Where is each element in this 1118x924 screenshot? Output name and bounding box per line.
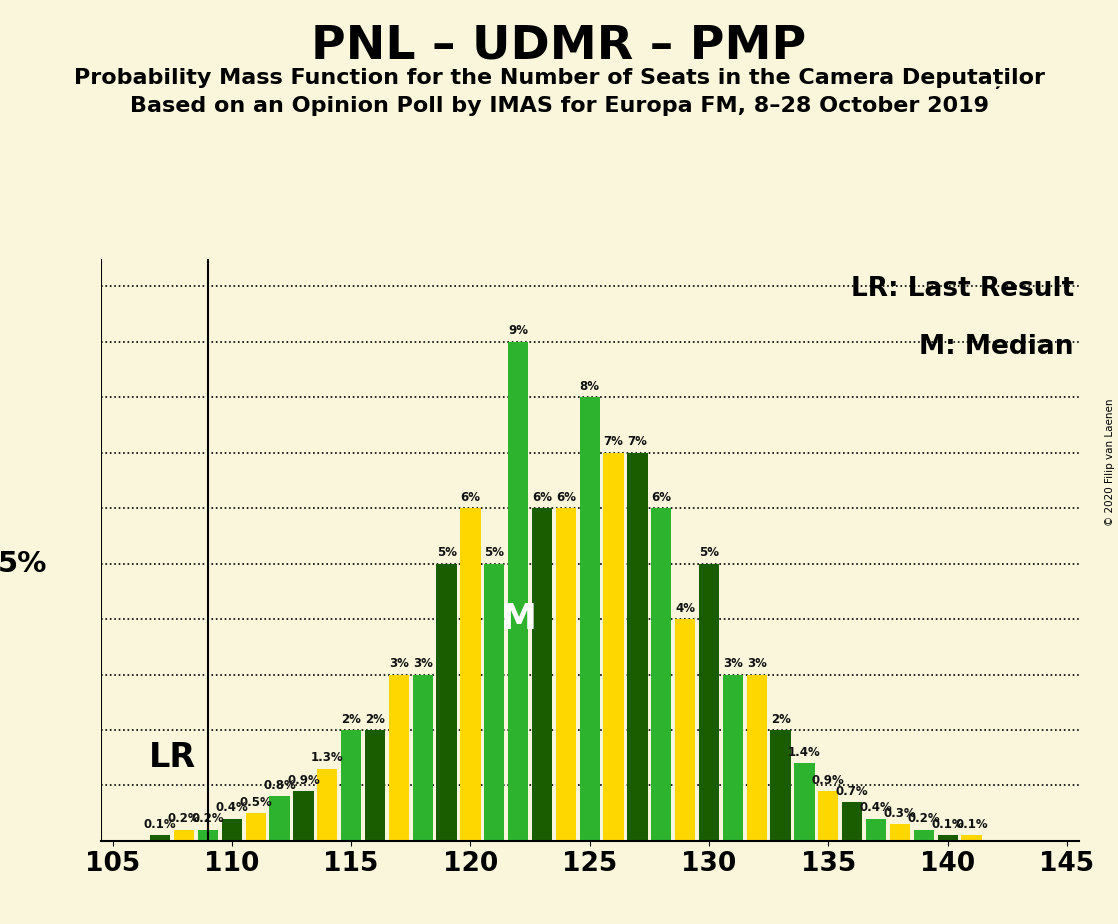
Bar	[532, 508, 552, 841]
Text: M: Median: M: Median	[919, 334, 1074, 360]
Bar	[341, 730, 361, 841]
Text: 0.2%: 0.2%	[191, 812, 225, 825]
Bar	[413, 675, 433, 841]
Text: 7%: 7%	[604, 435, 624, 448]
Bar	[770, 730, 790, 841]
Bar	[818, 791, 838, 841]
Text: 3%: 3%	[413, 657, 433, 670]
Text: 5%: 5%	[0, 550, 47, 578]
Text: 6%: 6%	[532, 491, 552, 504]
Text: 0.4%: 0.4%	[216, 801, 248, 814]
Text: 3%: 3%	[723, 657, 742, 670]
Text: 1.3%: 1.3%	[311, 751, 343, 764]
Text: 2%: 2%	[341, 712, 361, 725]
Text: 0.1%: 0.1%	[955, 818, 988, 831]
Text: 6%: 6%	[461, 491, 481, 504]
Bar	[246, 813, 266, 841]
Text: 4%: 4%	[675, 602, 695, 614]
Text: 0.3%: 0.3%	[883, 807, 917, 820]
Text: 9%: 9%	[509, 324, 528, 337]
Text: 0.8%: 0.8%	[263, 779, 296, 792]
Bar	[866, 819, 887, 841]
Text: 5%: 5%	[437, 546, 456, 559]
Bar	[699, 564, 719, 841]
Bar	[293, 791, 313, 841]
Text: LR: Last Result: LR: Last Result	[851, 276, 1074, 302]
Text: 2%: 2%	[770, 712, 790, 725]
Text: 1.4%: 1.4%	[788, 746, 821, 759]
Text: © 2020 Filip van Laenen: © 2020 Filip van Laenen	[1105, 398, 1115, 526]
Bar	[961, 835, 982, 841]
Bar	[150, 835, 170, 841]
Text: 0.7%: 0.7%	[836, 784, 869, 797]
Text: 6%: 6%	[652, 491, 671, 504]
Bar	[627, 453, 647, 841]
Text: 8%: 8%	[580, 380, 599, 393]
Text: 0.4%: 0.4%	[860, 801, 892, 814]
Text: M: M	[500, 602, 537, 636]
Text: Probability Mass Function for the Number of Seats in the Camera Deputaților: Probability Mass Function for the Number…	[74, 68, 1044, 90]
Bar	[675, 619, 695, 841]
Bar	[890, 824, 910, 841]
Text: 3%: 3%	[389, 657, 409, 670]
Text: 6%: 6%	[556, 491, 576, 504]
Text: LR: LR	[149, 741, 196, 774]
Text: 0.2%: 0.2%	[908, 812, 940, 825]
Bar	[913, 830, 934, 841]
Text: 3%: 3%	[747, 657, 767, 670]
Bar	[579, 397, 600, 841]
Text: 0.9%: 0.9%	[812, 773, 845, 786]
Text: Based on an Opinion Poll by IMAS for Europa FM, 8–28 October 2019: Based on an Opinion Poll by IMAS for Eur…	[130, 96, 988, 116]
Text: 5%: 5%	[484, 546, 504, 559]
Bar	[556, 508, 576, 841]
Bar	[938, 835, 958, 841]
Bar	[842, 802, 862, 841]
Bar	[221, 819, 241, 841]
Bar	[318, 769, 338, 841]
Text: PNL – UDMR – PMP: PNL – UDMR – PMP	[312, 23, 806, 68]
Bar	[508, 342, 529, 841]
Text: 0.9%: 0.9%	[287, 773, 320, 786]
Text: 0.1%: 0.1%	[931, 818, 964, 831]
Bar	[364, 730, 385, 841]
Bar	[461, 508, 481, 841]
Bar	[174, 830, 195, 841]
Bar	[604, 453, 624, 841]
Bar	[722, 675, 743, 841]
Bar	[389, 675, 409, 841]
Text: 0.5%: 0.5%	[239, 796, 272, 808]
Bar	[269, 796, 290, 841]
Bar	[747, 675, 767, 841]
Text: 0.2%: 0.2%	[168, 812, 200, 825]
Text: 7%: 7%	[627, 435, 647, 448]
Text: 2%: 2%	[366, 712, 385, 725]
Bar	[484, 564, 504, 841]
Text: 0.1%: 0.1%	[144, 818, 177, 831]
Bar	[198, 830, 218, 841]
Bar	[795, 763, 815, 841]
Text: 5%: 5%	[699, 546, 719, 559]
Bar	[651, 508, 672, 841]
Bar	[436, 564, 457, 841]
